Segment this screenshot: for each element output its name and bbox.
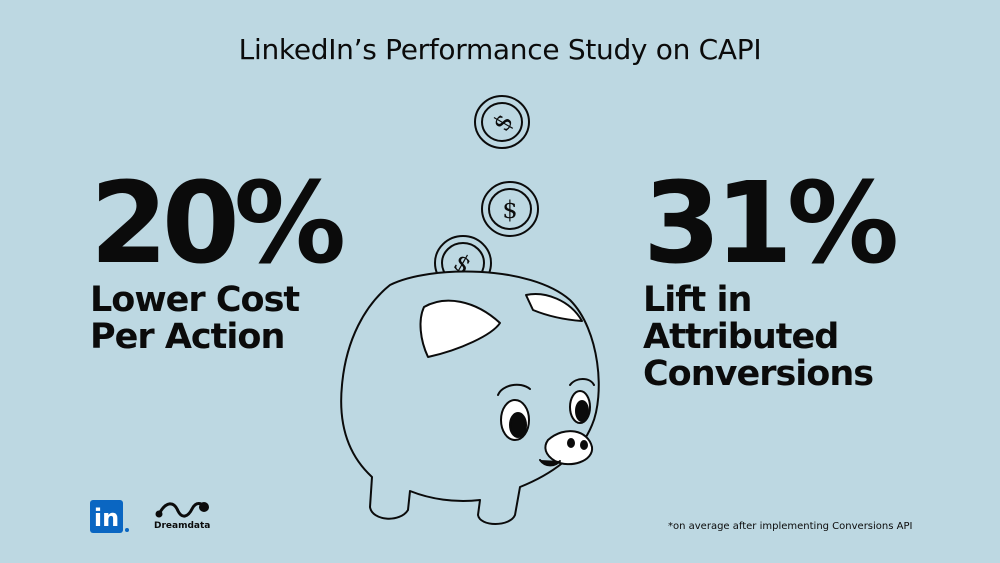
dreamdata-logo: Dreamdata — [154, 497, 210, 531]
dreamdata-logo-text: Dreamdata — [154, 521, 211, 531]
stat-caption-line: Lift in — [643, 280, 752, 320]
dreamdata-logo-icon — [155, 502, 209, 518]
page-title: LinkedIn’s Performance Study on CAPI — [238, 33, 762, 66]
stat-value: 20% — [90, 159, 346, 289]
stat-caption: Lift in Attributed Conversions — [643, 282, 893, 393]
footnote: *on average after implementing Conversio… — [668, 521, 913, 532]
linkedin-logo-text: in — [94, 504, 119, 532]
stat-caption-line: Per Action — [90, 317, 285, 357]
stat-caption-line: Attributed — [643, 317, 839, 357]
stat-value: 31% — [643, 159, 899, 289]
piggy-bank-illustration: $ $ $ — [340, 95, 600, 525]
svg-text:$: $ — [502, 196, 517, 224]
linkedin-logo-icon: in — [90, 500, 130, 538]
stat-caption: Lower Cost Per Action — [90, 282, 340, 356]
stat-caption-line: Lower Cost — [90, 280, 300, 320]
dollar-coin-icon: $ — [481, 181, 539, 237]
stat-attributed-conversions: 31% Lift in Attributed Conversions — [643, 159, 899, 393]
stat-caption-line: Conversions — [643, 354, 874, 394]
stat-cost-per-action: 20% Lower Cost Per Action — [90, 159, 346, 356]
dollar-coin-icon: $ — [474, 95, 530, 149]
